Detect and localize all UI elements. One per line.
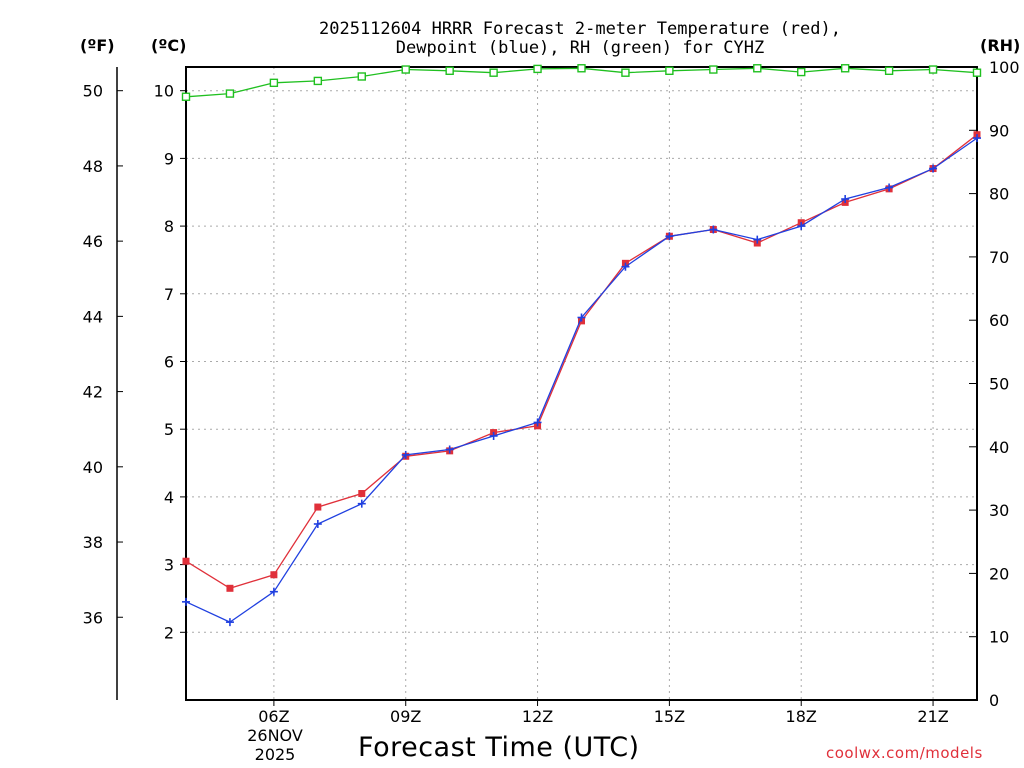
dewpoint-point xyxy=(973,134,981,143)
fahrenheit-tick-label: 42 xyxy=(83,383,103,402)
temperature-point xyxy=(270,571,278,579)
date-year-label: 2025 xyxy=(254,745,296,764)
rh-tick-label: 60 xyxy=(989,311,1009,330)
dewpoint-point xyxy=(709,225,718,234)
x-tick-label: 15Z xyxy=(654,707,685,726)
rh-point xyxy=(709,65,718,74)
fahrenheit-tick-label: 44 xyxy=(83,307,103,326)
temperature-point xyxy=(182,557,190,565)
plot-frame xyxy=(185,66,978,701)
fahrenheit-tick-label: 40 xyxy=(83,458,103,477)
rh-point xyxy=(840,64,850,73)
rh-tick-label: 70 xyxy=(989,248,1009,267)
rh-point xyxy=(928,65,938,74)
dewpoint-point xyxy=(225,618,234,627)
temperature-point xyxy=(226,584,234,592)
temperature-point xyxy=(314,503,322,511)
dewpoint-point xyxy=(489,431,498,440)
temperature-point xyxy=(358,490,366,498)
rh-point xyxy=(225,89,235,98)
rh-tick-label: 90 xyxy=(989,121,1009,140)
x-tick-label: 09Z xyxy=(390,707,421,726)
celsius-tick-label: 10 xyxy=(154,82,174,101)
celsius-tick-label: 6 xyxy=(164,352,174,371)
rh-point xyxy=(665,66,674,75)
rh-point xyxy=(401,65,410,74)
celsius-tick-label: 4 xyxy=(164,488,174,507)
dewpoint-point xyxy=(577,313,586,322)
rh-tick-label: 50 xyxy=(989,375,1009,394)
rh-point xyxy=(313,76,323,86)
celsius-tick-label: 3 xyxy=(164,556,174,575)
rh-line xyxy=(185,67,978,98)
fahrenheit-tick-label: 50 xyxy=(83,82,103,101)
series-layer xyxy=(181,64,982,627)
x-tick-label: 06Z xyxy=(258,707,289,726)
date-day-label: 26NOV xyxy=(247,726,303,745)
rh-point xyxy=(357,72,366,81)
dewpoint-point xyxy=(269,587,278,596)
dewpoint-point xyxy=(929,164,938,173)
dewpoint-point xyxy=(401,450,410,459)
fahrenheit-tick-label: 36 xyxy=(83,608,103,627)
chart-title-line2: Dewpoint (blue), RH (green) for CYHZ xyxy=(395,38,765,58)
rh-point xyxy=(884,66,894,75)
rh-tick-label: 20 xyxy=(989,564,1009,583)
dewpoint-point xyxy=(841,195,850,204)
rh-unit-label: (RH) xyxy=(980,36,1021,55)
rh-tick-label: 100 xyxy=(989,58,1020,77)
credit-link[interactable]: coolwx.com/models xyxy=(826,744,983,762)
celsius-tick-label: 9 xyxy=(164,149,174,168)
rh-point xyxy=(489,68,498,77)
rh-tick-label: 0 xyxy=(989,691,999,710)
dewpoint-point xyxy=(797,222,806,231)
rh-tick-label: 10 xyxy=(989,628,1009,647)
fahrenheit-tick-label: 46 xyxy=(83,232,103,251)
dewpoint-point xyxy=(313,519,322,528)
celsius-tick-label: 7 xyxy=(164,285,174,304)
dewpoint-line xyxy=(185,137,978,623)
rh-point xyxy=(621,68,630,77)
celsius-tick-label: 5 xyxy=(164,420,174,439)
rh-point xyxy=(797,67,806,77)
x-tick-label: 12Z xyxy=(522,707,553,726)
chart-title-line1: 2025112604 HRRR Forecast 2-meter Tempera… xyxy=(319,19,841,39)
x-tick-label: 18Z xyxy=(786,707,817,726)
dewpoint-point xyxy=(445,445,454,454)
rh-point xyxy=(753,64,762,73)
dewpoint-point xyxy=(533,418,542,427)
x-tick-label: 21Z xyxy=(917,707,948,726)
rh-point xyxy=(577,64,586,73)
fahrenheit-unit-label: (ºF) xyxy=(80,36,115,55)
dewpoint-point xyxy=(621,262,630,271)
dewpoint-point xyxy=(665,232,674,241)
rh-tick-label: 40 xyxy=(989,438,1009,457)
grid-lines xyxy=(186,67,977,700)
rh-point xyxy=(269,78,279,88)
rh-point xyxy=(445,66,454,75)
celsius-unit-label: (ºC) xyxy=(151,36,187,55)
fahrenheit-tick-label: 48 xyxy=(83,157,103,176)
rh-point xyxy=(972,68,982,77)
rh-point xyxy=(533,64,542,74)
rh-tick-label: 30 xyxy=(989,501,1009,520)
rh-tick-label: 80 xyxy=(989,185,1009,204)
dewpoint-point xyxy=(885,183,894,192)
fahrenheit-tick-label: 38 xyxy=(83,533,103,552)
x-axis-title: Forecast Time (UTC) xyxy=(358,732,640,763)
celsius-tick-label: 2 xyxy=(164,623,174,642)
rh-point xyxy=(181,92,191,101)
dewpoint-point xyxy=(753,235,762,244)
dewpoint-point xyxy=(182,597,190,606)
dewpoint-point xyxy=(357,499,366,508)
celsius-tick-label: 8 xyxy=(164,217,174,236)
